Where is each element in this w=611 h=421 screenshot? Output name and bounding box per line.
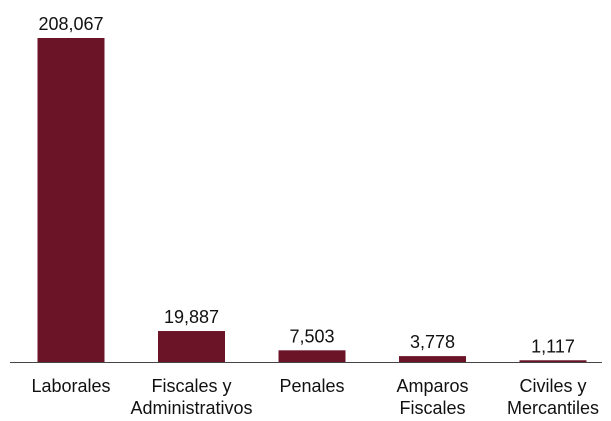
category-labels-layer: Laborales Fiscales y Administrativos Penale… (31, 376, 599, 418)
value-label-0: 208,067 (38, 14, 103, 34)
category-label-0: Laborales (31, 376, 110, 396)
category-label-1: Fiscales y Administrativos (130, 376, 252, 418)
value-labels-layer: 208,067 19,887 7,503 3,778 1,117 (38, 14, 574, 356)
value-label-1: 19,887 (164, 307, 219, 327)
category-label-line: Mercantiles (507, 398, 599, 418)
bar-3 (399, 356, 466, 362)
value-label-4: 1,117 (531, 336, 575, 356)
category-label-line: Amparos (396, 376, 468, 396)
value-label-3: 3,778 (410, 332, 455, 352)
category-label-line: Laborales (31, 376, 110, 396)
category-label-line: Fiscales (399, 398, 465, 418)
category-label-line: Administrativos (130, 398, 252, 418)
category-label-4: Civiles y Mercantiles (507, 376, 599, 418)
bar-2 (278, 350, 346, 362)
category-label-line: Civiles y (519, 376, 586, 396)
bar-0 (37, 38, 105, 362)
bar-1 (158, 331, 225, 362)
category-label-line: Fiscales y (151, 376, 231, 396)
category-label-line: Penales (279, 376, 344, 396)
category-label-3: Amparos Fiscales (396, 376, 468, 418)
bar-4 (519, 360, 587, 362)
category-label-2: Penales (279, 376, 344, 396)
value-label-2: 7,503 (289, 326, 334, 346)
bars-layer (37, 38, 587, 362)
